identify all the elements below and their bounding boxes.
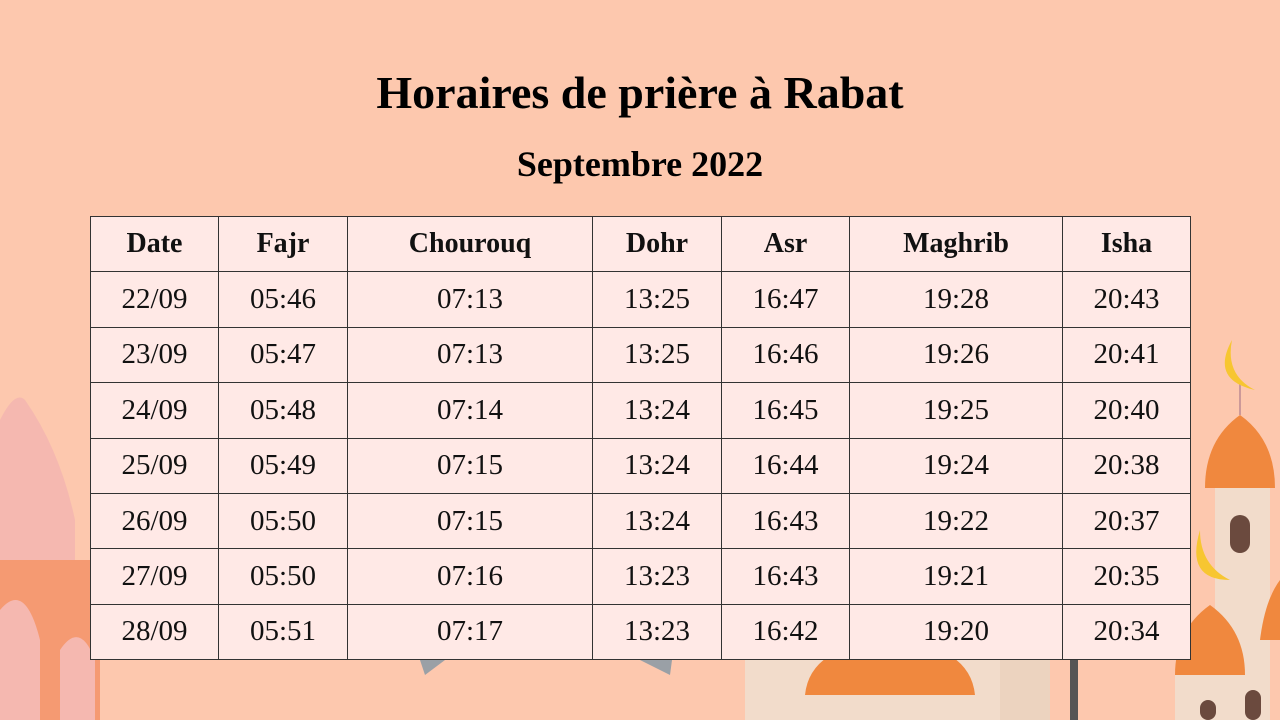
bunting-flag <box>640 660 672 675</box>
minaret-dome <box>1260 580 1280 640</box>
header-date: Date <box>90 215 219 273</box>
crescent-moon <box>1196 530 1230 580</box>
bunting-flag <box>420 660 445 675</box>
minaret-window <box>1200 700 1216 720</box>
cell-fajr: 05:49 <box>218 437 348 494</box>
header-isha: Isha <box>1062 215 1191 273</box>
cell-isha: 20:43 <box>1062 271 1191 328</box>
cell-maghrib: 19:24 <box>849 437 1063 494</box>
cell-dohr: 13:24 <box>592 382 722 439</box>
header-asr: Asr <box>721 215 850 273</box>
cell-dohr: 13:23 <box>592 548 722 605</box>
cell-date: 23/09 <box>90 326 219 384</box>
cell-fajr: 05:50 <box>218 492 348 550</box>
pink-arch <box>0 600 40 720</box>
header-chourouq: Chourouq <box>347 215 593 273</box>
cell-isha: 20:35 <box>1062 548 1191 605</box>
cell-dohr: 13:24 <box>592 492 722 550</box>
cell-maghrib: 19:28 <box>849 271 1063 328</box>
table-header-row: Date Fajr Chourouq Dohr Asr Maghrib Isha <box>90 215 1191 273</box>
table-row: 26/09 05:50 07:15 13:24 16:43 19:22 20:37 <box>90 492 1191 550</box>
table-row: 28/09 05:51 07:17 13:23 16:42 19:20 20:34 <box>90 603 1191 661</box>
cell-isha: 20:37 <box>1062 492 1191 550</box>
table-row: 22/09 05:46 07:13 13:25 16:47 19:28 20:43 <box>90 271 1191 328</box>
header-fajr: Fajr <box>218 215 348 273</box>
cell-asr: 16:46 <box>721 326 850 384</box>
page-subtitle: Septembre 2022 <box>516 144 764 184</box>
cell-asr: 16:43 <box>721 492 850 550</box>
cell-date: 26/09 <box>90 492 219 550</box>
pink-arch <box>60 637 95 720</box>
cell-chourouq: 07:13 <box>347 326 593 384</box>
cell-dohr: 13:25 <box>592 271 722 328</box>
cell-fajr: 05:46 <box>218 271 348 328</box>
cell-asr: 16:43 <box>721 548 850 605</box>
table-row: 27/09 05:50 07:16 13:23 16:43 19:21 20:35 <box>90 548 1191 605</box>
cell-isha: 20:40 <box>1062 382 1191 439</box>
cell-maghrib: 19:25 <box>849 382 1063 439</box>
cell-chourouq: 07:13 <box>347 271 593 328</box>
cell-date: 22/09 <box>90 271 219 328</box>
minaret-dome <box>1205 415 1275 488</box>
cell-chourouq: 07:16 <box>347 548 593 605</box>
cell-chourouq: 07:15 <box>347 437 593 494</box>
header-dohr: Dohr <box>592 215 722 273</box>
minaret-window <box>1230 515 1250 553</box>
cell-maghrib: 19:22 <box>849 492 1063 550</box>
cell-date: 24/09 <box>90 382 219 439</box>
cell-date: 28/09 <box>90 603 219 661</box>
cell-fajr: 05:47 <box>218 326 348 384</box>
cell-fajr: 05:48 <box>218 382 348 439</box>
table-row: 23/09 05:47 07:13 13:25 16:46 19:26 20:41 <box>90 326 1191 384</box>
minaret-dome <box>1175 605 1245 675</box>
cell-isha: 20:41 <box>1062 326 1191 384</box>
cell-maghrib: 19:21 <box>849 548 1063 605</box>
cell-chourouq: 07:15 <box>347 492 593 550</box>
cell-isha: 20:38 <box>1062 437 1191 494</box>
cell-maghrib: 19:20 <box>849 603 1063 661</box>
header-maghrib: Maghrib <box>849 215 1063 273</box>
cell-dohr: 13:25 <box>592 326 722 384</box>
cell-isha: 20:34 <box>1062 603 1191 661</box>
cell-chourouq: 07:17 <box>347 603 593 661</box>
cell-fajr: 05:51 <box>218 603 348 661</box>
cell-asr: 16:44 <box>721 437 850 494</box>
mosque-tower <box>1000 660 1050 720</box>
cell-dohr: 13:24 <box>592 437 722 494</box>
mosque-tower <box>1070 660 1078 720</box>
cell-asr: 16:45 <box>721 382 850 439</box>
cell-fajr: 05:50 <box>218 548 348 605</box>
cell-dohr: 13:23 <box>592 603 722 661</box>
crescent-moon <box>1224 340 1255 390</box>
cell-maghrib: 19:26 <box>849 326 1063 384</box>
cell-date: 27/09 <box>90 548 219 605</box>
cell-date: 25/09 <box>90 437 219 494</box>
prayer-times-table: Date Fajr Chourouq Dohr Asr Maghrib Isha… <box>90 215 1191 661</box>
page-title: Horaires de prière à Rabat <box>376 67 904 118</box>
cell-asr: 16:47 <box>721 271 850 328</box>
cell-chourouq: 07:14 <box>347 382 593 439</box>
table-row: 24/09 05:48 07:14 13:24 16:45 19:25 20:40 <box>90 382 1191 439</box>
cell-asr: 16:42 <box>721 603 850 661</box>
table-row: 25/09 05:49 07:15 13:24 16:44 19:24 20:38 <box>90 437 1191 494</box>
minaret-window <box>1245 690 1261 720</box>
